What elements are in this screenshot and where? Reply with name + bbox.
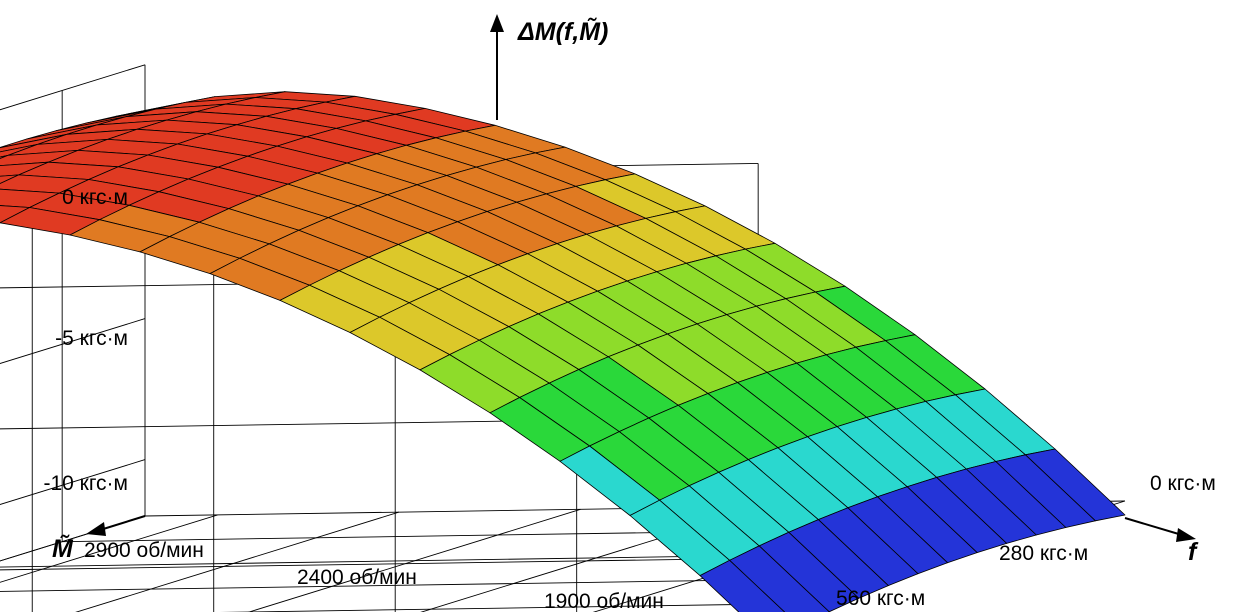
- grid-line: [219, 603, 794, 612]
- surface-patch: [0, 205, 31, 224]
- grid-line: [0, 557, 759, 571]
- grid-line: [0, 64, 146, 111]
- surface-layer: [0, 91, 1126, 612]
- axis-layer: ΔM(f,M̃) M̃ f: [52, 14, 1199, 566]
- f-tick-label: 560 кгс·м: [836, 587, 925, 610]
- z-tick-label: 0 кгс·м: [62, 186, 128, 209]
- grid-layer: [0, 64, 1126, 612]
- grid-line: [0, 459, 146, 506]
- grid-line: [75, 511, 400, 612]
- surface-patch: [699, 559, 786, 612]
- surface-patch: [729, 545, 830, 612]
- f-tick-label: 0 кгс·м: [1150, 472, 1216, 495]
- m-axis-line: [99, 515, 146, 531]
- grid-line: [0, 515, 146, 562]
- f-axis-line: [1124, 517, 1183, 536]
- z-axis-title: ΔM(f,M̃): [517, 17, 608, 46]
- m-axis-title: M̃: [52, 534, 74, 563]
- f-axis-arrow: [1176, 528, 1196, 542]
- z-tick-label: -10 кгс·м: [43, 472, 128, 495]
- f-axis-title: f: [1188, 538, 1199, 566]
- grid-line: [0, 318, 146, 365]
- m-axis-arrow: [86, 522, 106, 536]
- f-tick-label: 280 кгс·м: [999, 542, 1088, 565]
- tick-layer: 0 кгс·м -5 кгс·м -10 кгс·м 2900 об/мин 2…: [43, 186, 1215, 612]
- grid-line: [0, 514, 218, 583]
- grid-line: [247, 508, 581, 612]
- m-tick-label: 2900 об/мин: [84, 539, 204, 562]
- z-tick-label: -5 кгс·м: [55, 327, 128, 350]
- m-tick-label: 1900 об/мин: [544, 590, 664, 612]
- m-tick-label: 2400 об/мин: [297, 566, 417, 589]
- z-axis-arrow: [490, 14, 504, 32]
